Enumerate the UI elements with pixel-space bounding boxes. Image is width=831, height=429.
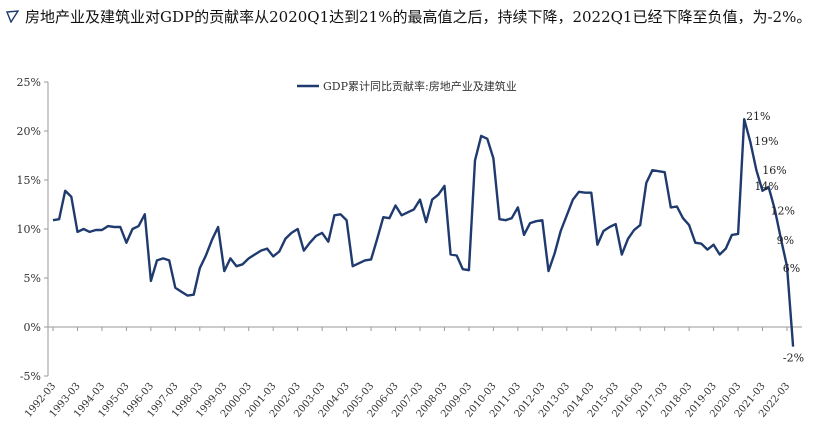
headline-text: 房地产业及建筑业对GDP的贡献率从2020Q1达到21%的最高值之后，持续下降，… xyxy=(25,8,812,26)
y-tick-label: 10% xyxy=(17,223,41,236)
data-label: 16% xyxy=(762,164,786,177)
y-tick-label: 0% xyxy=(24,321,41,334)
legend-label: GDP累计同比贡献率:房地产业及建筑业 xyxy=(323,79,517,93)
data-label: 21% xyxy=(746,110,770,123)
series-line xyxy=(52,118,795,347)
y-tick-label: 5% xyxy=(24,272,41,285)
triangle-bullet-icon xyxy=(6,10,19,23)
y-tick-label: -5% xyxy=(20,370,41,383)
data-label: 6% xyxy=(783,262,800,275)
y-tick-label: 20% xyxy=(17,125,41,138)
data-label: 14% xyxy=(754,180,778,193)
data-label: 9% xyxy=(777,234,794,247)
y-tick-label: 25% xyxy=(17,76,41,89)
data-label: 12% xyxy=(771,204,795,217)
line-chart: -5%0%5%10%15%20%25%1992-031993-031994-03… xyxy=(17,76,805,420)
data-label: -2% xyxy=(783,352,804,365)
y-tick-label: 15% xyxy=(17,174,41,187)
data-label: 19% xyxy=(754,135,778,148)
headline: 房地产业及建筑业对GDP的贡献率从2020Q1达到21%的最高值之后，持续下降，… xyxy=(6,4,826,30)
